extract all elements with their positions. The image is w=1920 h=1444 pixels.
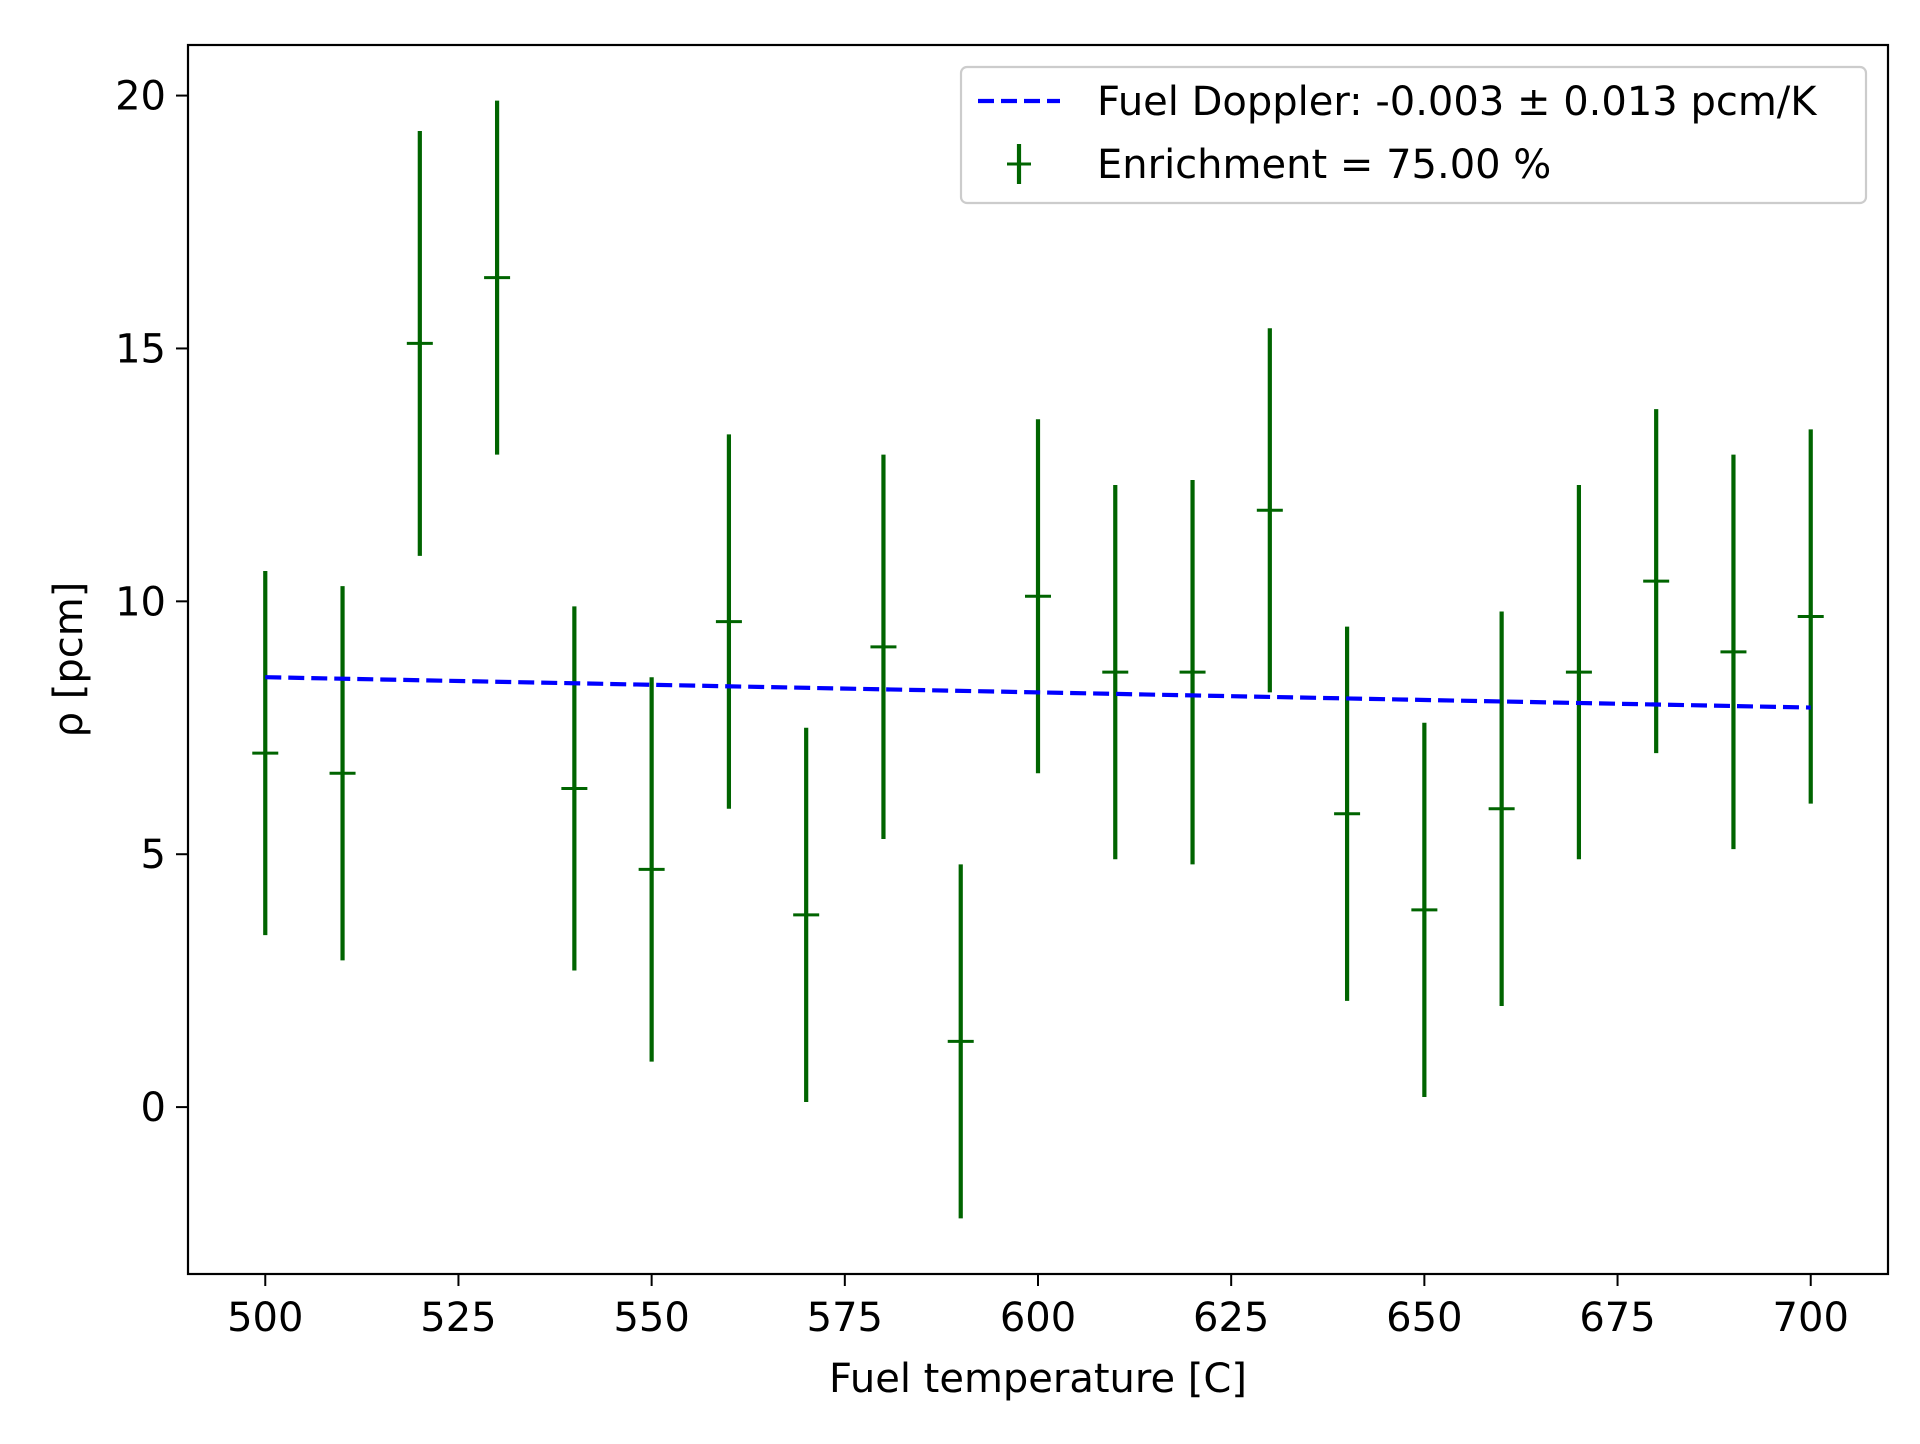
y-tick-label: 0 — [141, 1085, 166, 1131]
y-axis-label: ρ [pcm] — [46, 582, 92, 738]
fit-line — [265, 675, 1811, 710]
x-tick-label: 700 — [1773, 1295, 1849, 1341]
x-tick-label: 650 — [1386, 1295, 1462, 1341]
x-tick-label: 625 — [1193, 1295, 1269, 1341]
legend-label-data: Enrichment = 75.00 % — [1097, 142, 1551, 188]
y-tick-label: 20 — [115, 74, 166, 120]
x-tick-label: 675 — [1579, 1295, 1655, 1341]
tick-layer: 500 525 550 575 600 625 650 675 700 0 5 10 15 20 — [115, 74, 1849, 1341]
legend-label-fit: Fuel Doppler: -0.003 ± 0.013 pcm/K — [1097, 79, 1818, 125]
series-layer — [252, 100, 1824, 1219]
x-tick-label: 550 — [613, 1295, 689, 1341]
x-axis-label: Fuel temperature [C] — [829, 1356, 1247, 1402]
x-tick-label: 500 — [227, 1295, 303, 1341]
x-tick-label: 600 — [1000, 1295, 1076, 1341]
x-tick-label: 575 — [807, 1295, 883, 1341]
y-tick-label: 5 — [141, 832, 166, 878]
x-tick-label: 525 — [420, 1295, 496, 1341]
y-tick-label: 10 — [115, 579, 166, 625]
y-tick-label: 15 — [115, 326, 166, 372]
legend: Fuel Doppler: -0.003 ± 0.013 pcm/K Enric… — [959, 65, 1868, 205]
legend-errorbar-swatch — [1007, 144, 1031, 184]
legend-box — [959, 65, 1868, 205]
